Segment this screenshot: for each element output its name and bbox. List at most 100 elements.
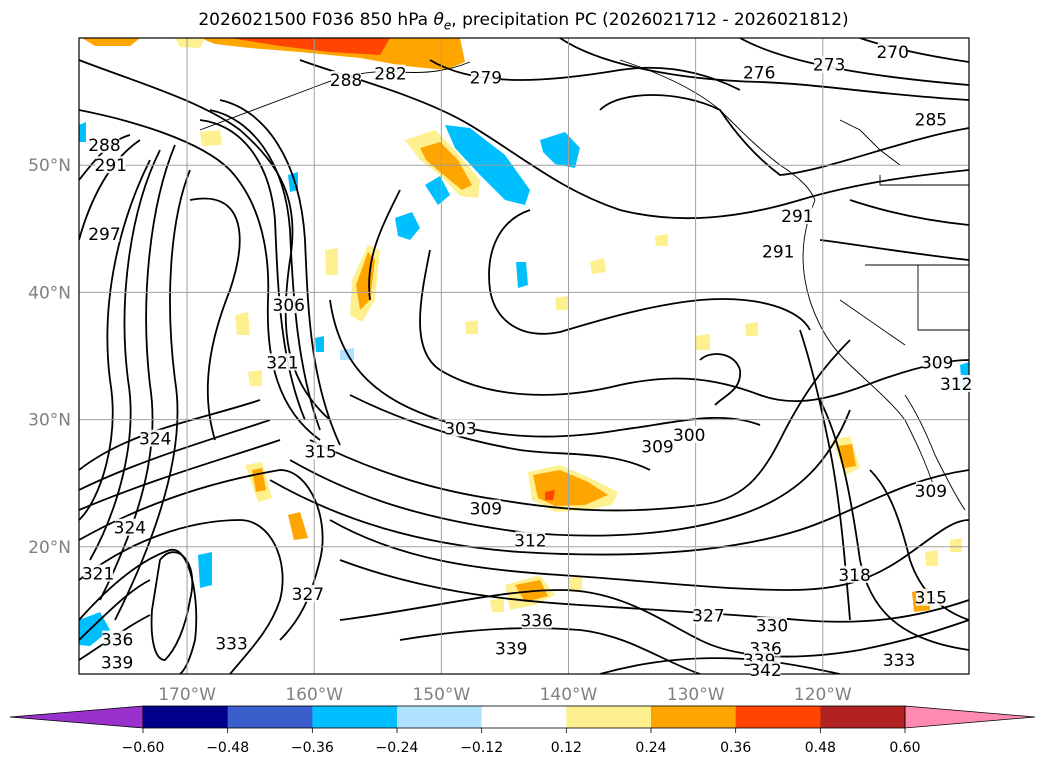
precip-dot-a: [590, 258, 606, 274]
map-title: 2026021500 F036 850 hPa θe, precipitatio…: [0, 10, 1047, 32]
coast-baja: [904, 394, 966, 511]
contour-label-bg: [273, 296, 304, 314]
precip-blue-dot2: [516, 262, 528, 288]
contour-label: 288: [88, 136, 120, 156]
contour-label-bg: [89, 135, 120, 153]
contour-line: [329, 519, 969, 591]
precip-blue2: [540, 132, 580, 168]
contour-label: 309: [470, 500, 502, 520]
colorbar-tick-label: 0.24: [635, 740, 666, 756]
precip-dot-i: [490, 598, 504, 612]
coast-alaska-panhandle: [619, 59, 816, 201]
contour-label: 282: [374, 65, 406, 85]
precip-top-left: [82, 38, 140, 46]
contour-label: 300: [673, 426, 705, 446]
precip-dot-e: [695, 334, 710, 350]
contour-label-bg: [693, 606, 724, 624]
contour-label-bg: [375, 64, 406, 82]
title-theta: θ: [433, 10, 444, 30]
precip-dot-g: [248, 370, 262, 386]
contour-label: 303: [444, 420, 476, 440]
contour-label-bg: [95, 156, 126, 174]
contour-label-bg: [445, 419, 476, 437]
lon-tick-label: 160°W: [285, 685, 343, 705]
contour-label: 339: [495, 640, 527, 660]
contour-label: 312: [940, 375, 972, 395]
contour-label: 297: [88, 225, 120, 245]
contour-label: 318: [838, 566, 870, 586]
contour-line: [79, 519, 284, 674]
axis-tick-labels: 170°W 160°W 150°W 140°W 130°W 120°W 50°N 40°N 30…: [28, 156, 852, 705]
contour-label: 321: [266, 353, 298, 373]
contour-label: 324: [139, 430, 171, 450]
colorbar: −0.60 −0.48 −0.36 −0.24 −0.12 0.12 0.24 0.36 0.4…: [9, 705, 1036, 756]
precip-west-blue2: [79, 122, 86, 142]
contour-label: 288: [330, 71, 362, 91]
contour-label-bg: [89, 224, 120, 242]
contour-label-bg: [140, 429, 171, 447]
contour-label-bg: [216, 634, 247, 652]
contour-label-bg: [292, 584, 323, 602]
contour-line: [219, 99, 341, 446]
contour-label: 342: [749, 661, 781, 681]
contour-line: [349, 394, 651, 471]
contour-line: [269, 469, 969, 556]
contour-line: [79, 159, 151, 521]
contour-line: [599, 94, 969, 176]
contour-line: [79, 549, 198, 674]
colorbar-tick-label: 0.60: [889, 740, 920, 756]
colorbar-segment: [312, 706, 398, 728]
colorbar-segment: [735, 706, 821, 728]
contour-line: [289, 409, 851, 537]
contour-line: [209, 109, 321, 431]
contour-label: 321: [82, 565, 114, 585]
lon-tick-label: 150°W: [412, 685, 470, 705]
contour-label-bg: [756, 616, 787, 634]
precip-central-red: [545, 490, 555, 500]
colorbar-tick-label: −0.60: [122, 740, 165, 756]
contour-label: 291: [781, 207, 813, 227]
precipitation-shading: [79, 38, 969, 646]
contour-line: [309, 339, 851, 512]
contour-line: [419, 249, 969, 403]
contour-label-bg: [750, 661, 781, 679]
colorbar-tick-label: −0.12: [460, 740, 503, 756]
lat-tick-label: 20°N: [28, 538, 71, 558]
colorbar-extend-high: [904, 705, 1036, 729]
border-us-canada: [879, 175, 969, 186]
precip-dot-b: [655, 234, 668, 246]
contour-label-bg: [83, 564, 114, 582]
precip-top-band: [200, 38, 465, 70]
contour-label-bg: [941, 374, 972, 392]
colorbar-segment: [820, 706, 906, 728]
precip-alaska-orange: [420, 142, 472, 190]
precip-orange-mid3: [325, 248, 338, 275]
contour-label: 291: [95, 156, 127, 176]
precip-yellow-small1: [235, 312, 250, 335]
contour-label-bg: [470, 499, 501, 517]
precip-blue3: [395, 212, 420, 240]
colorbar-segment: [481, 706, 567, 728]
contour-label: 327: [692, 606, 724, 626]
contour-label: 279: [470, 68, 502, 88]
contour-line: [189, 197, 241, 441]
contour-line: [869, 469, 969, 621]
contour-label: 312: [514, 531, 546, 551]
contour-line: [488, 209, 811, 335]
contour-line: [114, 169, 191, 621]
contour-line: [79, 59, 331, 421]
contour-line: [819, 399, 969, 651]
colorbar-tick-label: −0.24: [376, 740, 419, 756]
contour-line: [299, 59, 969, 220]
contour-label-bg: [877, 42, 908, 60]
precip-top-left2: [175, 38, 205, 48]
colorbar-tick-label: −0.36: [291, 740, 334, 756]
coast-west-us: [802, 199, 936, 491]
contour-line: [339, 559, 969, 623]
contour-line: [339, 589, 969, 658]
contour-line: [399, 627, 701, 674]
colorbar-tick-label: 0.48: [805, 740, 836, 756]
contour-label: 276: [743, 63, 775, 83]
precip-west-blue: [79, 612, 110, 646]
colorbar-segment: [143, 706, 229, 728]
